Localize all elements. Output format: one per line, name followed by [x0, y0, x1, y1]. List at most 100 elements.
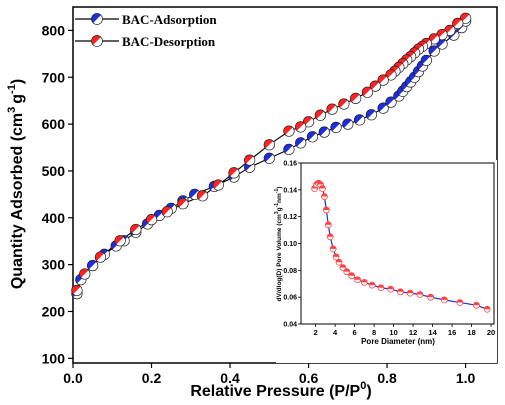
main-y-tick-label: 300: [42, 257, 66, 273]
main-y-axis-title: Quantity Adsorbed (cm3g-1): [6, 79, 26, 289]
pore-distribution-point: [319, 185, 326, 192]
main-y-tick-label: 600: [42, 116, 66, 132]
main-x-tick-label: 0.6: [299, 370, 319, 386]
adsorption-point: [342, 118, 354, 130]
inset-y-axis: 0.04 0.06 0.08 0.10 0.12 0.14 0.16: [283, 161, 301, 329]
desorption-point: [161, 206, 173, 218]
main-x-axis: 0.0 0.2 0.4 0.6 0.8 1.0: [63, 363, 476, 386]
legend-marker-adsorption: [91, 13, 103, 25]
pore-distribution-point: [440, 296, 448, 304]
pore-distribution-point: [406, 289, 414, 297]
adsorption-point: [385, 96, 397, 108]
desorption-point: [145, 214, 158, 226]
pore-distribution-point: [483, 305, 491, 313]
inset-y-tick-label: 0.10: [283, 241, 297, 248]
pore-distribution-point: [456, 299, 464, 306]
legend-marker-desorption-icon: [91, 35, 103, 47]
adsorption-point: [420, 54, 432, 67]
pore-distribution-point: [427, 293, 435, 301]
desorption-point: [79, 268, 91, 280]
legend-item-desorption: BAC-Desorption: [75, 34, 216, 49]
main-y-tick-label: 500: [42, 163, 66, 179]
adsorption-point: [86, 259, 99, 272]
pore-distribution-point: [377, 284, 385, 292]
adsorption-point: [428, 45, 440, 57]
inset-background: [276, 160, 497, 363]
adsorption-point: [283, 143, 295, 156]
desorption-point: [196, 190, 209, 202]
main-y-tick-label: 400: [42, 210, 66, 226]
main-x-tick-label: 0.2: [142, 370, 162, 386]
adsorption-point: [377, 102, 389, 114]
pore-distribution-point: [348, 272, 356, 280]
pore-distribution-point: [416, 291, 424, 298]
desorption-point: [361, 86, 374, 98]
pore-distribution-point: [320, 193, 328, 200]
inset-series-layer: [311, 179, 491, 313]
desorption-point: [369, 80, 381, 92]
desorption-point: [302, 116, 315, 128]
desorption-point: [244, 154, 256, 166]
desorption-point: [212, 179, 224, 191]
main-x-tick-label: 0.8: [377, 370, 397, 386]
desorption-point: [130, 223, 142, 236]
legend-marker-desorption: [91, 35, 103, 47]
legend-item-adsorption: BAC-Adsorption: [75, 12, 217, 27]
desorption-point: [385, 69, 397, 81]
legend-label-desorption: BAC-Desorption: [122, 34, 216, 49]
desorption-point: [177, 198, 189, 210]
inset-chart: 2 4 6 8 10 12 14 16 18 20 0.04 0.06 0.08 0.10 0.12 0.1…: [274, 160, 497, 363]
main-x-axis-title: Relative Pressure (P/P0): [190, 380, 371, 400]
desorption-point: [94, 251, 107, 263]
pore-distribution-point: [335, 258, 343, 266]
pore-distribution-point: [387, 285, 395, 293]
inset-y-tick-label: 0.14: [283, 187, 297, 194]
inset-x-tick-label: 20: [487, 328, 495, 337]
desorption-point: [71, 284, 83, 297]
pore-distribution-point: [368, 281, 376, 289]
main-x-tick-label: 1.0: [456, 370, 476, 386]
inset-y-tick-label: 0.16: [283, 161, 297, 168]
inset-x-tick-label: 10: [389, 328, 397, 337]
pore-distribution-point: [397, 288, 404, 296]
adsorption-point: [330, 121, 342, 134]
inset-y-tick-label: 0.04: [283, 322, 297, 329]
main-y-tick-label: 800: [42, 22, 66, 38]
desorption-point: [283, 125, 295, 137]
inset-y-tick-label: 0.12: [283, 214, 297, 221]
legend-marker-adsorption-icon: [91, 13, 103, 25]
pore-distribution-point: [322, 206, 330, 214]
desorption-point: [314, 109, 326, 121]
desorption-point: [452, 17, 464, 30]
inset-x-tick-label: 2: [314, 328, 318, 337]
main-x-tick-label: 0.4: [220, 370, 240, 386]
pore-distribution-point: [326, 233, 334, 241]
inset-x-tick-label: 8: [372, 328, 376, 337]
adsorption-point: [295, 137, 307, 149]
main-y-axis: 100 200 300 400 500 600 700 800: [42, 22, 73, 366]
adsorption-point: [306, 131, 319, 143]
inset-x-tick-label: 14: [428, 328, 437, 337]
inset-x-axis-title: Pore Diameter (nm): [361, 337, 435, 346]
pore-distribution-point: [332, 253, 340, 261]
main-series-layer: [71, 12, 472, 300]
inset-y-axis-title: dV/dlog(D) Pore Volume (cm3g-1nm-1): [274, 187, 283, 302]
adsorption-point: [318, 126, 330, 138]
desorption-point: [326, 103, 338, 115]
desorption-point: [459, 12, 472, 24]
inset-x-tick-label: 12: [409, 328, 417, 337]
pore-distribution-point: [360, 279, 368, 286]
inset-x-tick-label: 18: [467, 328, 475, 337]
main-y-tick-label: 200: [42, 303, 66, 319]
inset-x-tick-label: 6: [353, 328, 357, 337]
legend-label-adsorption: BAC-Adsorption: [122, 12, 217, 27]
pore-distribution-point: [343, 268, 351, 276]
pore-distribution-point: [339, 264, 347, 272]
pore-distribution-point: [473, 301, 480, 309]
desorption-point: [263, 139, 275, 151]
inset-x-axis: 2 4 6 8 10 12 14 16 18 20: [314, 324, 495, 337]
adsorption-point: [353, 114, 366, 126]
pore-distribution-point: [354, 276, 361, 284]
pore-distribution-point: [324, 221, 332, 229]
